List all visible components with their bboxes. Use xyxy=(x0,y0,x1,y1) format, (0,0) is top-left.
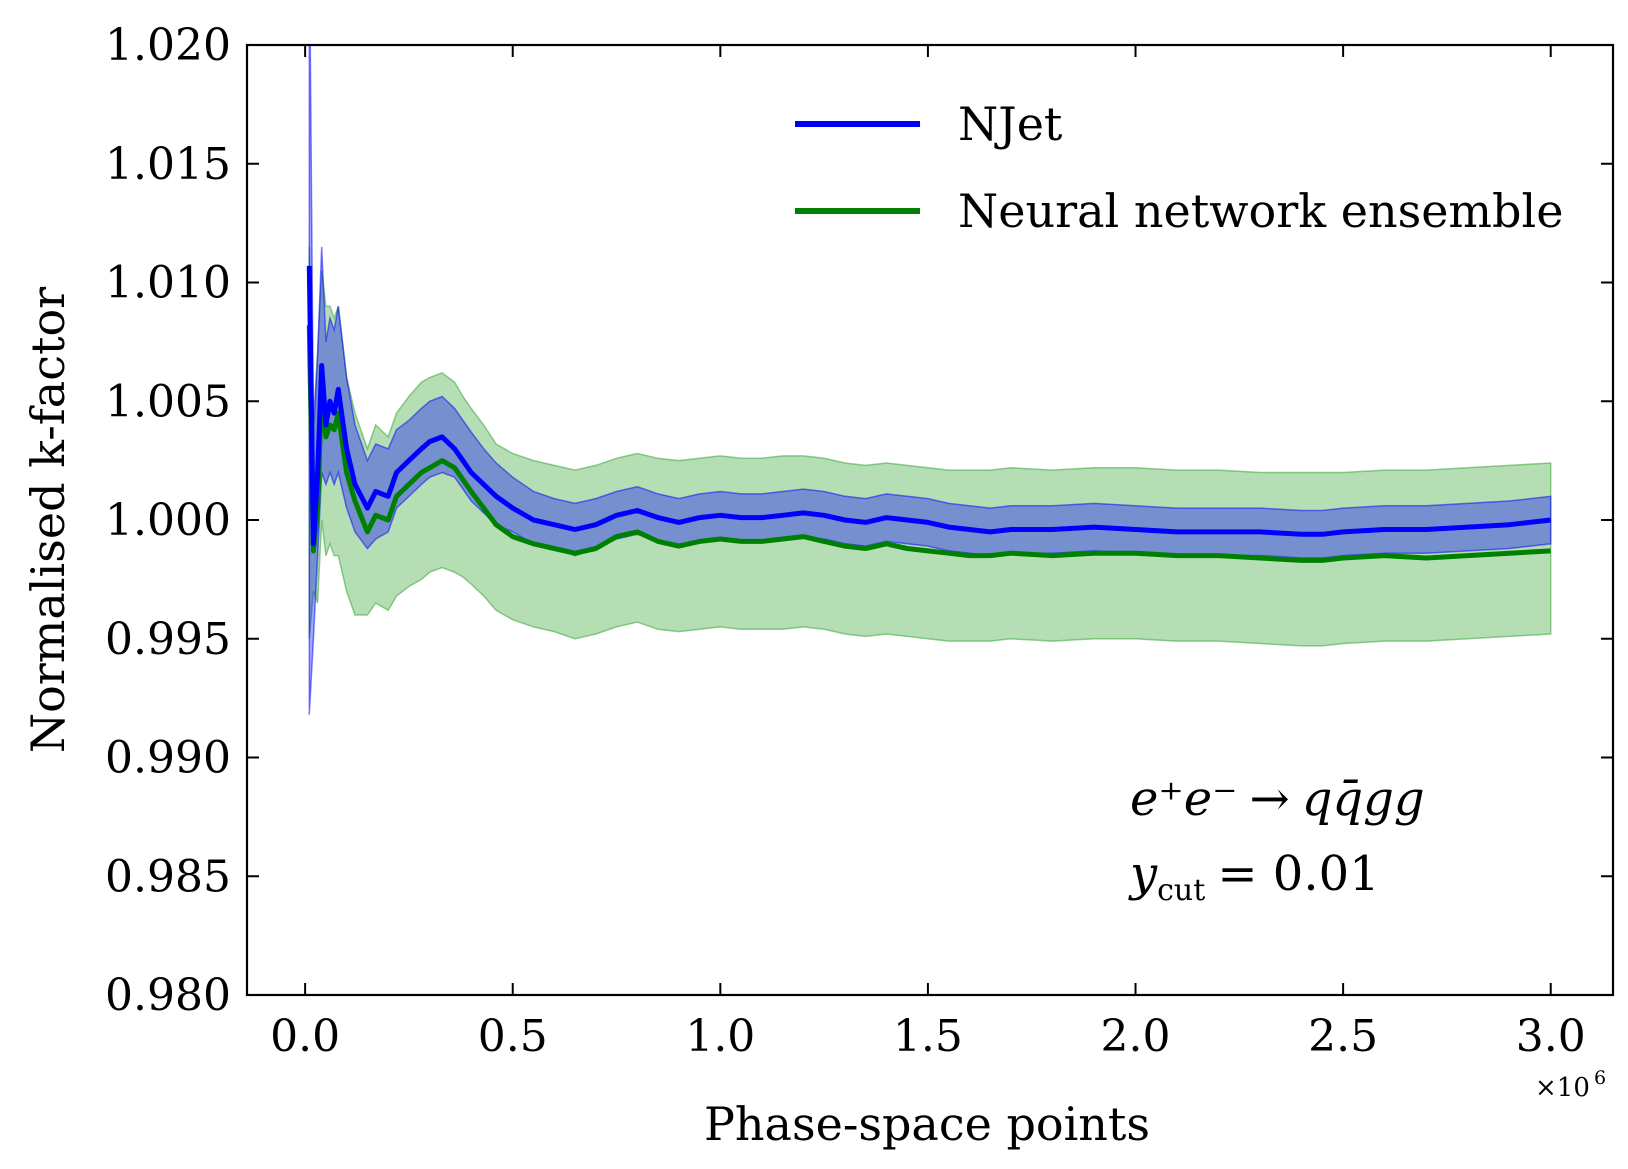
x-multiplier-base: ×10 xyxy=(1535,1073,1590,1103)
annotation-process: e⁺e⁻ → qq̄gg xyxy=(1130,771,1425,827)
x-tick-label: 0.0 xyxy=(270,1011,340,1062)
x-axis-ticks: 0.0 0.5 1.0 1.5 2.0 2.5 3.0 xyxy=(270,45,1586,1062)
y-tick-label: 1.010 xyxy=(105,258,231,309)
x-tick-label: 1.0 xyxy=(685,1011,755,1062)
annotation-process-lhs: e⁺e⁻ xyxy=(1130,771,1237,827)
legend-label-nn-ensemble: Neural network ensemble xyxy=(958,184,1563,238)
y-tick-label: 1.005 xyxy=(105,376,231,427)
x-tick-label: 0.5 xyxy=(478,1011,548,1062)
y-tick-label: 1.020 xyxy=(105,20,231,71)
x-multiplier-exponent: 6 xyxy=(1594,1067,1606,1089)
line-series-1 xyxy=(306,325,1551,563)
y-axis-ticks: 0.980 0.985 0.990 0.995 1.000 1.005 1.010 1.015… xyxy=(105,20,1613,1021)
y-axis-title: Normalised k-factor xyxy=(21,287,75,753)
uncertainty-bands xyxy=(308,45,1552,715)
x-axis-multiplier: ×10 6 xyxy=(1535,1067,1606,1103)
legend-label-njet: NJet xyxy=(958,97,1063,151)
annotation-ycut-label: y xyxy=(1128,846,1158,902)
x-tick-label: 3.0 xyxy=(1516,1011,1586,1062)
line-series-0 xyxy=(306,265,1551,547)
process-annotation: e⁺e⁻ → qq̄gg ycut = 0.01 xyxy=(1128,771,1425,908)
band-series-1 xyxy=(308,246,1552,647)
legend: NJet Neural network ensemble xyxy=(795,97,1563,238)
annotation-ycut: ycut = 0.01 xyxy=(1128,846,1380,908)
y-tick-label: 0.990 xyxy=(105,733,231,784)
y-tick-label: 1.015 xyxy=(105,139,231,190)
y-tick-label: 0.995 xyxy=(105,614,231,665)
x-tick-label: 2.5 xyxy=(1308,1011,1378,1062)
annotation-arrow: → xyxy=(1249,771,1289,827)
x-axis-title: Phase-space points xyxy=(704,1097,1150,1151)
y-tick-label: 1.000 xyxy=(105,495,231,546)
y-tick-label: 0.985 xyxy=(105,851,231,902)
x-tick-label: 1.5 xyxy=(893,1011,963,1062)
band-series-0 xyxy=(308,45,1552,715)
x-tick-label: 2.0 xyxy=(1101,1011,1171,1062)
series-lines xyxy=(306,265,1551,563)
y-tick-label: 0.980 xyxy=(105,970,231,1021)
annotation-ycut-value: = 0.01 xyxy=(1217,846,1379,902)
annotation-ycut-sub: cut xyxy=(1157,873,1205,908)
annotation-process-rhs: qq̄gg xyxy=(1302,771,1425,827)
